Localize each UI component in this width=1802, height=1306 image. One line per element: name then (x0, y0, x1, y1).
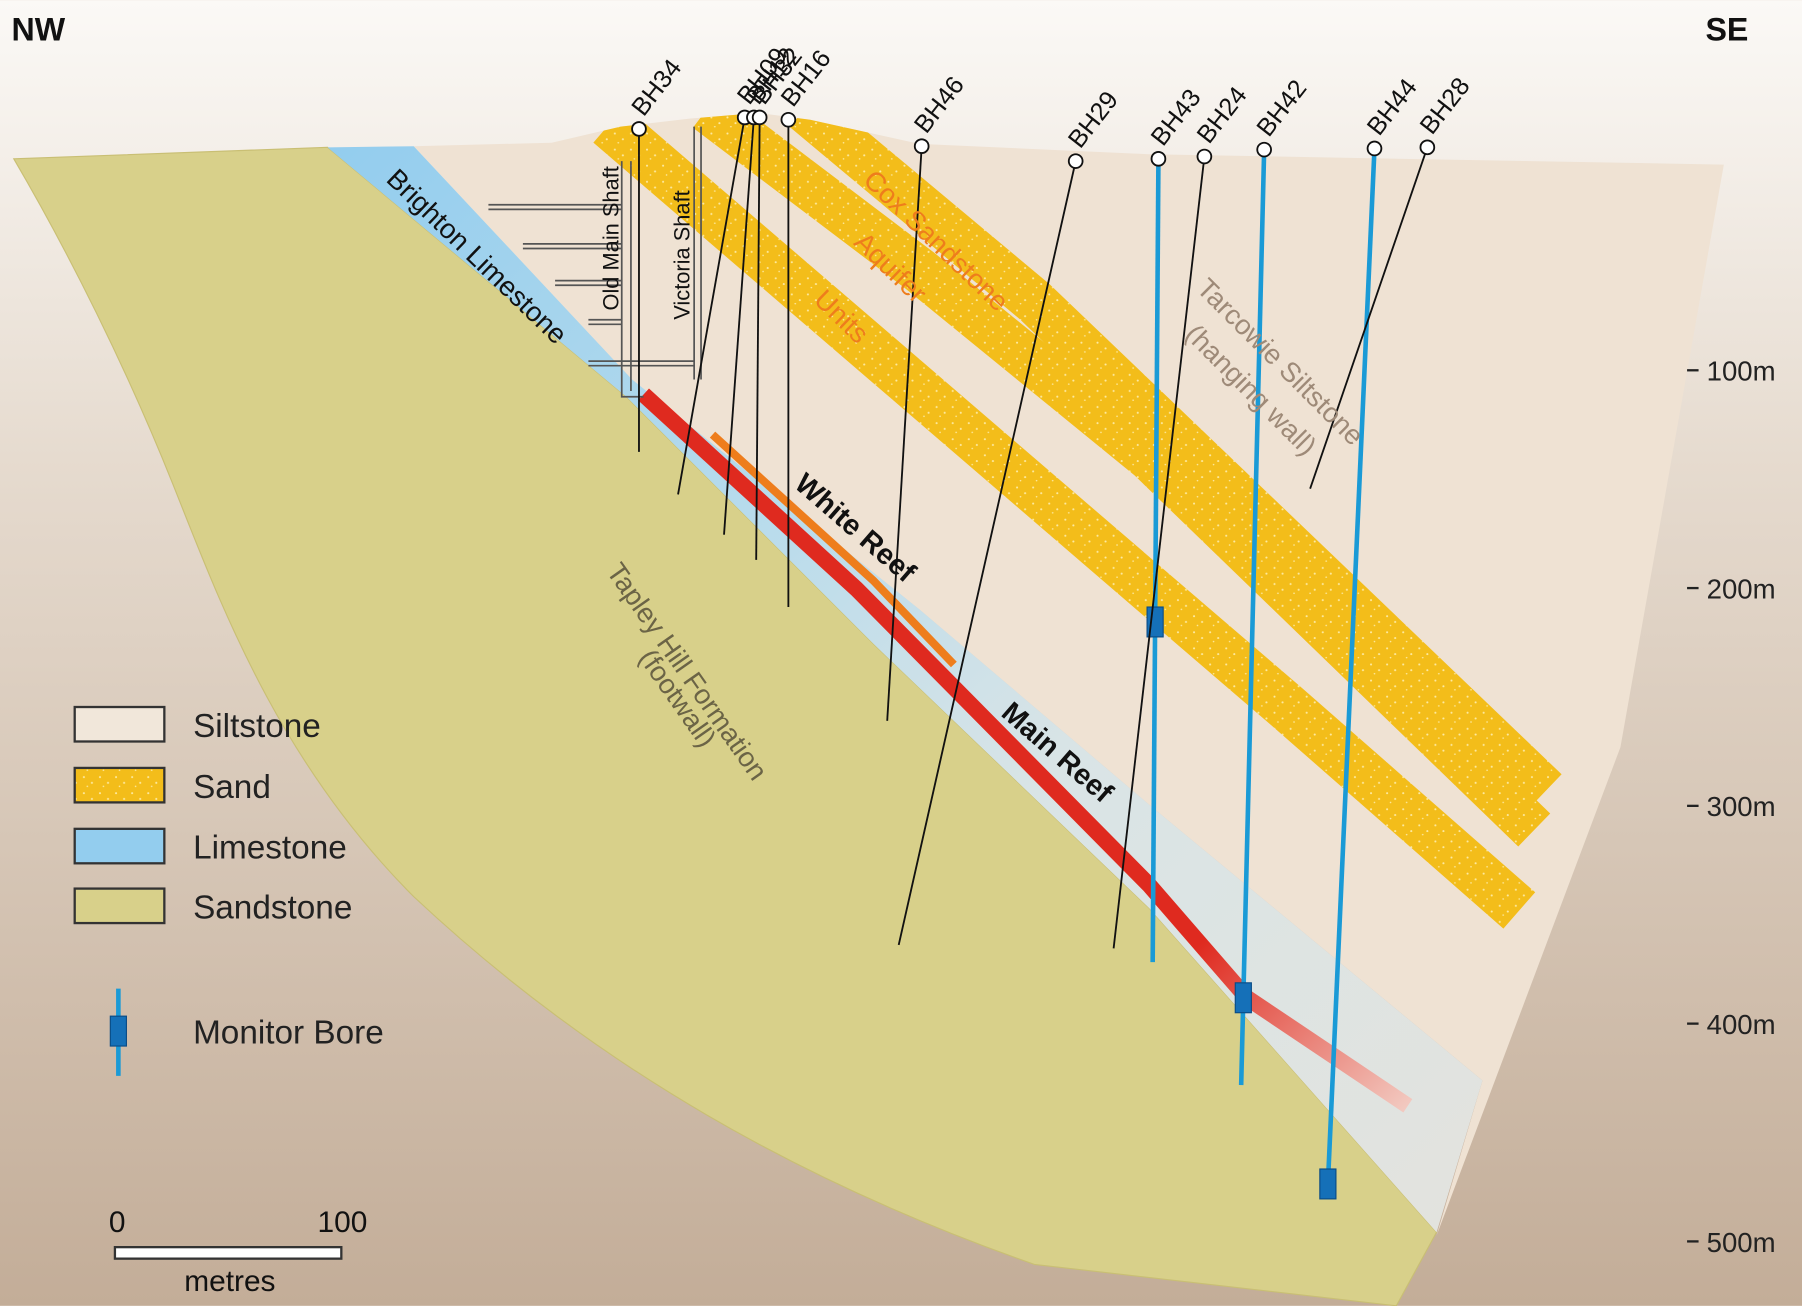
monitor-screen (1319, 1168, 1337, 1200)
limestone-unit (327, 146, 1483, 1233)
borehole-collar (1256, 141, 1272, 158)
sand-band (789, 112, 1562, 808)
direction-label: SE (1705, 11, 1748, 47)
legend-swatch (73, 827, 166, 865)
borehole (677, 117, 746, 495)
borehole (755, 117, 761, 560)
depth-label: 400m (1707, 1009, 1776, 1040)
scale-label: 0 (109, 1206, 126, 1239)
legend-bore-screen (109, 1015, 127, 1047)
borehole-collar (913, 138, 930, 155)
legend-label: Sand (193, 769, 271, 806)
borehole (723, 117, 755, 535)
siltstone-unit (413, 112, 1724, 1236)
monitor-screen (1234, 982, 1252, 1014)
direction-label: NW (11, 11, 65, 47)
white-reef (709, 431, 957, 668)
borehole (897, 160, 1077, 946)
depth-label: 500m (1707, 1227, 1776, 1258)
depth-scale: 100m 200m 300m 400m 500m (1687, 356, 1776, 1258)
scale-bar (113, 1246, 343, 1260)
borehole-collar (1067, 153, 1084, 169)
scale-unit: metres (184, 1265, 275, 1298)
depth-label: 300m (1707, 791, 1776, 822)
borehole (886, 146, 923, 721)
legend-label: Limestone (193, 830, 347, 867)
depth-label: 200m (1707, 573, 1776, 604)
legend: Siltstone Sand Limestone Sandstone Monitor B… (73, 705, 384, 1076)
shafts (488, 126, 702, 398)
sandstone-unit (12, 146, 1438, 1306)
sand-band (692, 112, 1551, 847)
main-reef (638, 388, 1413, 1113)
legend-swatch (73, 887, 166, 925)
borehole-collar (1150, 151, 1167, 167)
victoria-shaft (693, 126, 702, 380)
legend-label: Monitor Bore (193, 1015, 384, 1052)
shaft-label: Old Main Shaft (598, 166, 623, 310)
borehole-collar (1419, 139, 1436, 156)
legend-label: Siltstone (193, 708, 321, 745)
depth-label: 100m (1707, 356, 1776, 387)
borehole (1112, 156, 1206, 949)
old-main-shaft (620, 161, 644, 398)
borehole-collar (780, 111, 797, 128)
shaft-label: Victoria Shaft (670, 190, 695, 319)
legend-swatch (73, 705, 166, 743)
borehole-collar (631, 121, 647, 137)
borehole (1150, 158, 1161, 963)
legend-label: Sandstone (193, 889, 352, 926)
borehole (1238, 149, 1267, 1086)
borehole-collar (751, 109, 768, 126)
borehole-collar (1196, 148, 1213, 165)
scale-label: 100 (318, 1206, 368, 1239)
borehole (1309, 147, 1429, 489)
sand-band (593, 112, 1536, 929)
shaft-levels (488, 203, 695, 367)
legend-swatch (73, 766, 166, 804)
sand-bands (593, 112, 1562, 929)
borehole-collar (1366, 140, 1383, 157)
